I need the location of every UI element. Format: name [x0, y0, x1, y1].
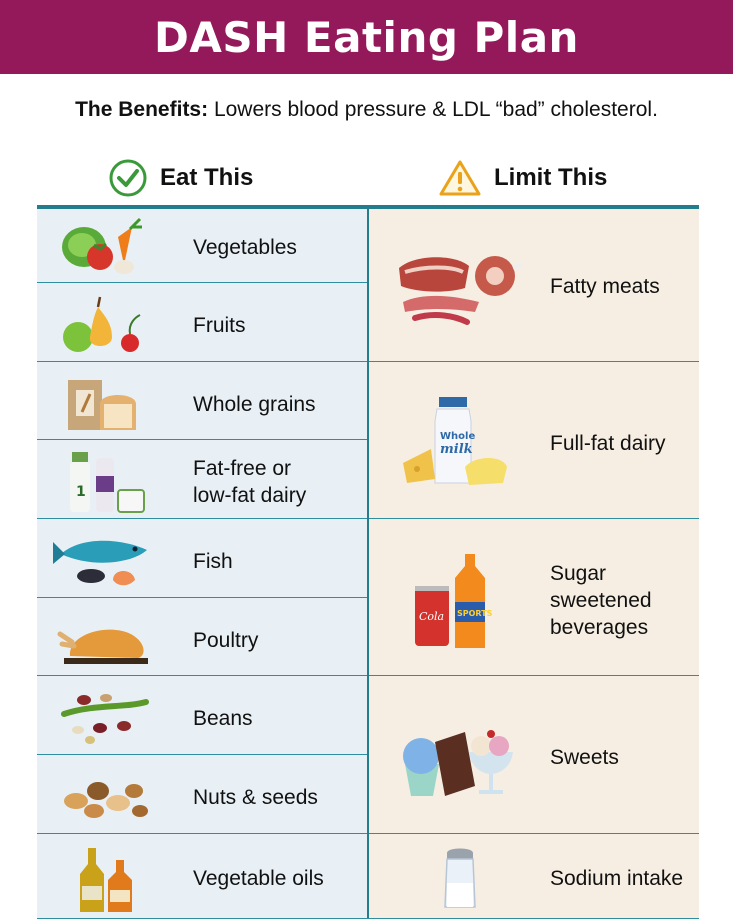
eat-item-label: Fat-free or low-fat dairy: [193, 457, 307, 507]
eat-item-label: Beans: [193, 706, 253, 730]
eat-item-label: Nuts & seeds: [193, 785, 318, 809]
benefits-line: The Benefits: Lowers blood pressure & LD…: [0, 98, 733, 122]
limit-this-label: Limit This: [494, 164, 608, 191]
eat-item-label: Poultry: [193, 628, 259, 652]
row-divider: [37, 918, 699, 919]
eat-item-label: Vegetables: [193, 235, 297, 259]
eat-item-poultry: Poultry: [49, 603, 367, 677]
salt-shaker-icon: [395, 840, 525, 916]
row-divider: [37, 675, 367, 676]
can-label: Cola: [419, 610, 444, 623]
eat-item-vegetables: Vegetables: [49, 210, 367, 284]
benefits-text: Lowers blood pressure & LDL “bad” choles…: [208, 98, 658, 121]
meats-icon: [395, 236, 525, 336]
page-title: DASH Eating Plan: [154, 12, 579, 62]
vegetables-icon: [49, 212, 159, 282]
eat-item-label: Whole grains: [193, 392, 316, 416]
eat-item-nuts-seeds: Nuts & seeds: [49, 760, 367, 834]
fruits-icon: [49, 290, 159, 360]
limit-item-sugar-beverages: Cola SPORTS Sugar sweetened beverages: [395, 524, 695, 676]
food-table: [37, 205, 699, 919]
eat-item-vegetable-oils: Vegetable oils: [49, 838, 367, 918]
row-divider: [369, 518, 699, 519]
limit-item-sodium: Sodium intake: [395, 838, 695, 918]
check-circle-icon: [109, 159, 147, 197]
warning-triangle-icon: [439, 160, 481, 196]
eat-item-label: Vegetable oils: [193, 866, 324, 890]
milk-word-whole: Whole: [440, 431, 475, 442]
eat-this-heading: Eat This: [108, 152, 253, 204]
row-divider: [37, 597, 367, 598]
limit-this-heading: Limit This: [438, 152, 607, 204]
limit-column: [369, 209, 699, 919]
fish-icon: [49, 526, 159, 596]
beans-icon: [49, 683, 159, 753]
limit-item-label: Sweets: [550, 745, 619, 769]
row-divider: [369, 833, 699, 834]
eat-item-whole-grains: Whole grains: [49, 367, 367, 441]
row-divider: [369, 361, 699, 362]
eat-this-label: Eat This: [160, 164, 254, 191]
oil-bottles-icon: [49, 843, 159, 913]
nuts-icon: [49, 762, 159, 832]
eat-item-beans: Beans: [49, 681, 367, 755]
limit-item-label: Sodium intake: [550, 866, 684, 890]
limit-item-label: Sugar sweetened beverages: [550, 561, 652, 639]
limit-item-full-fat-dairy: Whole milk Full-fat dairy: [395, 367, 695, 519]
row-divider: [37, 518, 367, 519]
row-divider: [37, 282, 367, 283]
title-banner: DASH Eating Plan: [0, 0, 733, 74]
eat-item-fruits: Fruits: [49, 288, 367, 362]
eat-item-fish: Fish: [49, 524, 367, 598]
whole-milk-icon: Whole milk: [395, 388, 525, 498]
milk-word-milk: milk: [440, 442, 473, 457]
sweets-icon: [395, 702, 525, 812]
row-divider: [37, 439, 367, 440]
table-top-rule: [37, 205, 699, 209]
limit-item-label: Fatty meats: [550, 274, 660, 298]
row-divider: [37, 833, 367, 834]
row-divider: [37, 361, 367, 362]
limit-item-fatty-meats: Fatty meats: [395, 210, 695, 362]
column-divider: [367, 209, 369, 919]
limit-item-label: Full-fat dairy: [550, 431, 666, 455]
row-divider: [369, 675, 699, 676]
grains-icon: [49, 369, 159, 439]
dairy-icon: 1: [49, 447, 159, 517]
limit-item-sweets: Sweets: [395, 681, 695, 833]
row-divider: [37, 754, 367, 755]
eat-item-low-fat-dairy: 1 Fat-free or low-fat dairy: [49, 445, 367, 519]
bottle-label: SPORTS: [457, 609, 493, 618]
benefits-lead: The Benefits:: [75, 98, 209, 121]
poultry-icon: [49, 605, 159, 675]
soda-icon: Cola SPORTS: [395, 545, 525, 655]
eat-item-label: Fruits: [193, 313, 246, 337]
eat-item-label: Fish: [193, 549, 233, 573]
svg-text:1: 1: [76, 484, 86, 500]
